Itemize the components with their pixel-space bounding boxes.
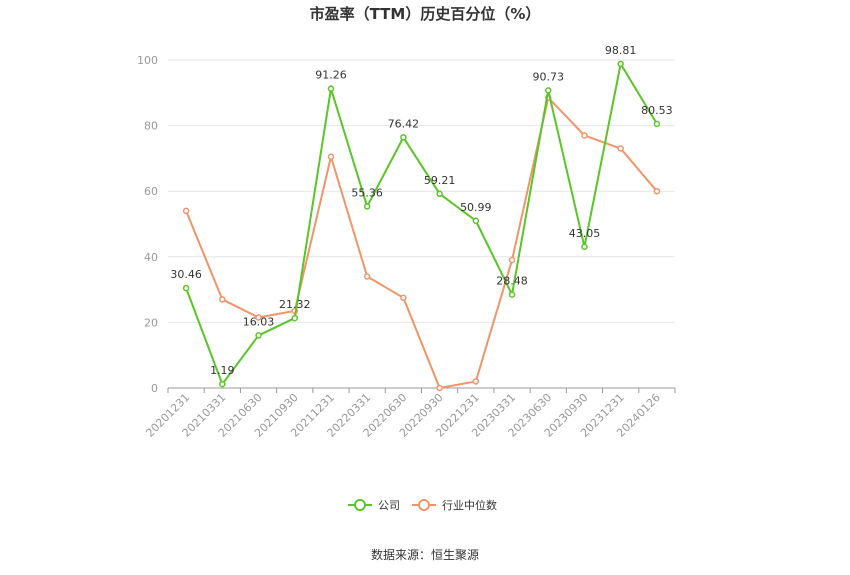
- data-point: [581, 243, 588, 251]
- y-tick-label: 20: [144, 316, 158, 329]
- data-label: 21.32: [279, 298, 311, 311]
- grid: [168, 59, 675, 323]
- y-tick-label: 80: [144, 120, 158, 133]
- data-point: [617, 60, 624, 68]
- data-point: [653, 187, 661, 195]
- y-tick-label: 40: [144, 251, 158, 264]
- series-group: [182, 60, 661, 392]
- series-line: [185, 62, 658, 386]
- data-point: [545, 87, 552, 94]
- data-label: 1.19: [210, 364, 235, 377]
- data-point: [219, 296, 226, 303]
- legend-label: 行业中位数: [442, 498, 497, 512]
- x-axis: 2020123120210331202106302021093020211231…: [143, 387, 676, 440]
- data-point: [255, 332, 262, 339]
- data-label: 98.81: [605, 44, 637, 57]
- data-point: [327, 153, 335, 161]
- data-point: [653, 120, 661, 128]
- data-label: 50.99: [460, 201, 492, 214]
- data-point: [363, 203, 371, 210]
- y-tick-label: 100: [137, 54, 158, 67]
- data-point: [436, 384, 443, 392]
- data-labels: 30.46 1.19 16.03 21.32 91.26 55.36 76.42 59.21 5…: [170, 44, 672, 377]
- legend-marker: [418, 499, 430, 511]
- legend-label: 公司: [378, 499, 400, 512]
- data-label: 16.03: [243, 315, 275, 328]
- data-label: 90.73: [533, 70, 565, 83]
- data-point: [400, 134, 407, 141]
- data-point: [581, 132, 588, 139]
- data-label: 76.42: [388, 117, 420, 130]
- data-label: 43.05: [569, 227, 601, 240]
- data-label: 91.26: [315, 69, 347, 82]
- data-point: [182, 207, 190, 215]
- y-axis: 0 20 40 60 80 100: [137, 54, 158, 395]
- chart-title: 市盈率（TTM）历史百分位（%）: [310, 5, 541, 23]
- data-point: [327, 85, 335, 92]
- y-tick-label: 60: [144, 185, 158, 198]
- source-text: 数据来源：恒生聚源: [371, 547, 479, 562]
- y-tick-label: 0: [151, 382, 158, 395]
- data-point: [508, 291, 516, 298]
- data-point: [472, 217, 480, 225]
- legend-marker: [354, 499, 366, 511]
- data-label: 59.21: [424, 174, 456, 187]
- data-label: 80.53: [641, 104, 673, 117]
- data-point: [255, 314, 262, 321]
- data-point: [291, 314, 298, 322]
- series-line: [185, 96, 658, 389]
- data-point: [436, 190, 443, 198]
- data-point: [363, 273, 371, 280]
- data-label: 30.46: [170, 268, 202, 281]
- data-point: [617, 145, 624, 152]
- legend[interactable]: 公司 行业中位数: [348, 498, 497, 512]
- data-point: [219, 380, 226, 388]
- data-point: [472, 378, 480, 385]
- data-label: 28.48: [496, 275, 528, 288]
- data-point: [182, 284, 190, 292]
- data-label: 55.36: [351, 186, 383, 199]
- data-point: [400, 294, 407, 302]
- data-point: [508, 256, 516, 264]
